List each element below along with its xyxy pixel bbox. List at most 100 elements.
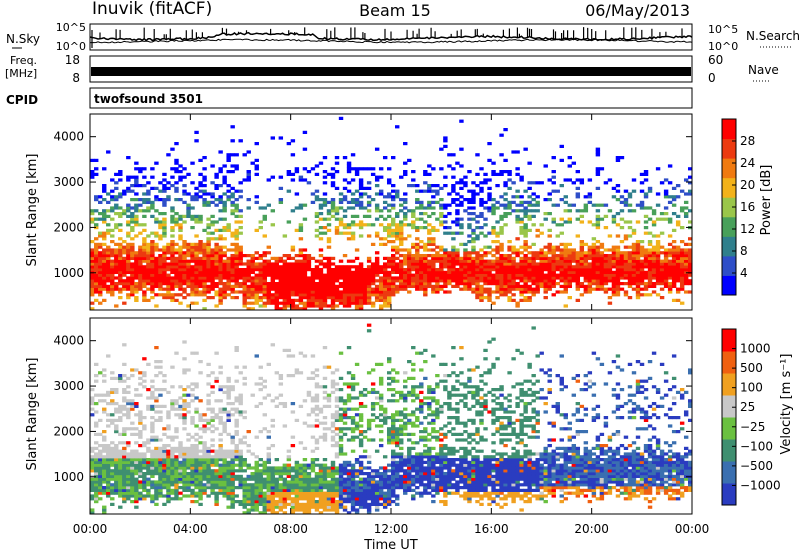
power-cell <box>663 279 669 283</box>
velocity-cell <box>134 477 139 481</box>
power-cell <box>154 198 159 202</box>
power-cell <box>647 189 653 193</box>
power-cell <box>607 178 613 182</box>
power-cell <box>675 184 681 188</box>
power-cell <box>627 226 633 230</box>
power-cell <box>451 186 456 190</box>
power-cell <box>314 301 320 305</box>
velocity-cell <box>110 469 115 473</box>
power-cell <box>467 170 472 174</box>
velocity-cell <box>258 491 263 495</box>
power-cell <box>274 276 280 280</box>
power-cell <box>611 256 617 260</box>
velocity-cell <box>226 469 231 473</box>
power-ytick-label: 4000 <box>53 130 84 144</box>
power-cell <box>647 268 653 272</box>
power-cell <box>182 287 187 291</box>
power-cell <box>146 200 151 204</box>
power-cell <box>182 240 187 244</box>
power-cell <box>471 265 476 269</box>
power-cell <box>202 198 207 202</box>
velocity-cell <box>134 441 139 445</box>
power-cell <box>491 209 496 213</box>
power-cell <box>499 172 504 176</box>
velocity-cell <box>122 491 127 495</box>
power-cell <box>214 268 219 272</box>
power-cell <box>138 265 143 269</box>
power-cell <box>471 256 476 260</box>
power-cell <box>106 150 111 154</box>
power-cell <box>587 195 593 199</box>
power-cell <box>342 214 348 218</box>
power-cell <box>334 268 340 272</box>
velocity-cell <box>182 407 187 411</box>
velocity-cell <box>190 446 195 450</box>
power-cell <box>190 301 195 305</box>
power-cell <box>527 276 532 280</box>
power-cell <box>603 290 609 294</box>
velocity-cell <box>242 441 247 445</box>
power-cell <box>431 167 436 171</box>
velocity-cell <box>182 388 187 392</box>
velocity-cell <box>202 413 207 417</box>
power-cell <box>98 242 103 246</box>
power-cell <box>158 226 163 230</box>
power-cell <box>246 290 251 294</box>
power-cell <box>567 279 572 283</box>
power-cell <box>591 273 597 277</box>
power-cell <box>667 290 673 294</box>
velocity-cell <box>266 435 271 439</box>
velocity-cell <box>114 424 119 428</box>
power-cell <box>511 259 516 263</box>
power-cell <box>659 268 665 272</box>
power-cell <box>627 276 633 280</box>
power-cell <box>226 284 231 288</box>
velocity-cell <box>194 446 199 450</box>
power-cell <box>366 282 372 286</box>
power-cell <box>110 265 115 269</box>
velocity-cell <box>146 477 151 481</box>
power-cell <box>134 220 139 224</box>
velocity-cell <box>282 466 288 470</box>
power-cell <box>106 223 111 227</box>
power-cell <box>218 265 223 269</box>
power-cell <box>575 217 581 221</box>
power-cell <box>435 184 440 188</box>
velocity-cell <box>118 505 123 509</box>
power-cell <box>483 234 488 238</box>
power-cell <box>374 203 380 207</box>
velocity-cell <box>166 494 171 498</box>
power-cell <box>519 276 524 280</box>
power-cell <box>234 270 239 274</box>
power-cell <box>679 189 685 193</box>
power-cell <box>366 270 372 274</box>
power-cell <box>258 290 263 294</box>
velocity-cell <box>134 449 139 453</box>
power-cell <box>447 265 452 269</box>
velocity-cell <box>130 402 135 406</box>
velocity-cell <box>166 449 171 453</box>
power-cell <box>262 301 267 305</box>
power-cell <box>431 254 436 258</box>
power-cell <box>270 175 276 179</box>
power-cell <box>150 245 155 249</box>
power-cell <box>162 234 167 238</box>
velocity-cell <box>194 410 199 414</box>
power-cell <box>491 231 496 235</box>
velocity-cell <box>138 458 143 462</box>
power-cell <box>266 270 271 274</box>
power-cell <box>431 262 436 266</box>
power-cell <box>334 161 340 165</box>
power-cell <box>366 279 372 283</box>
power-cell <box>222 287 227 291</box>
power-cell <box>559 256 564 260</box>
velocity-cell <box>118 469 123 473</box>
power-cell <box>158 287 163 291</box>
velocity-cell <box>134 393 139 397</box>
power-cell <box>286 268 292 272</box>
power-cell <box>439 270 444 274</box>
velocity-cell <box>254 491 259 495</box>
power-cell <box>154 304 159 308</box>
power-cell <box>587 265 593 269</box>
velocity-cell <box>122 379 127 383</box>
